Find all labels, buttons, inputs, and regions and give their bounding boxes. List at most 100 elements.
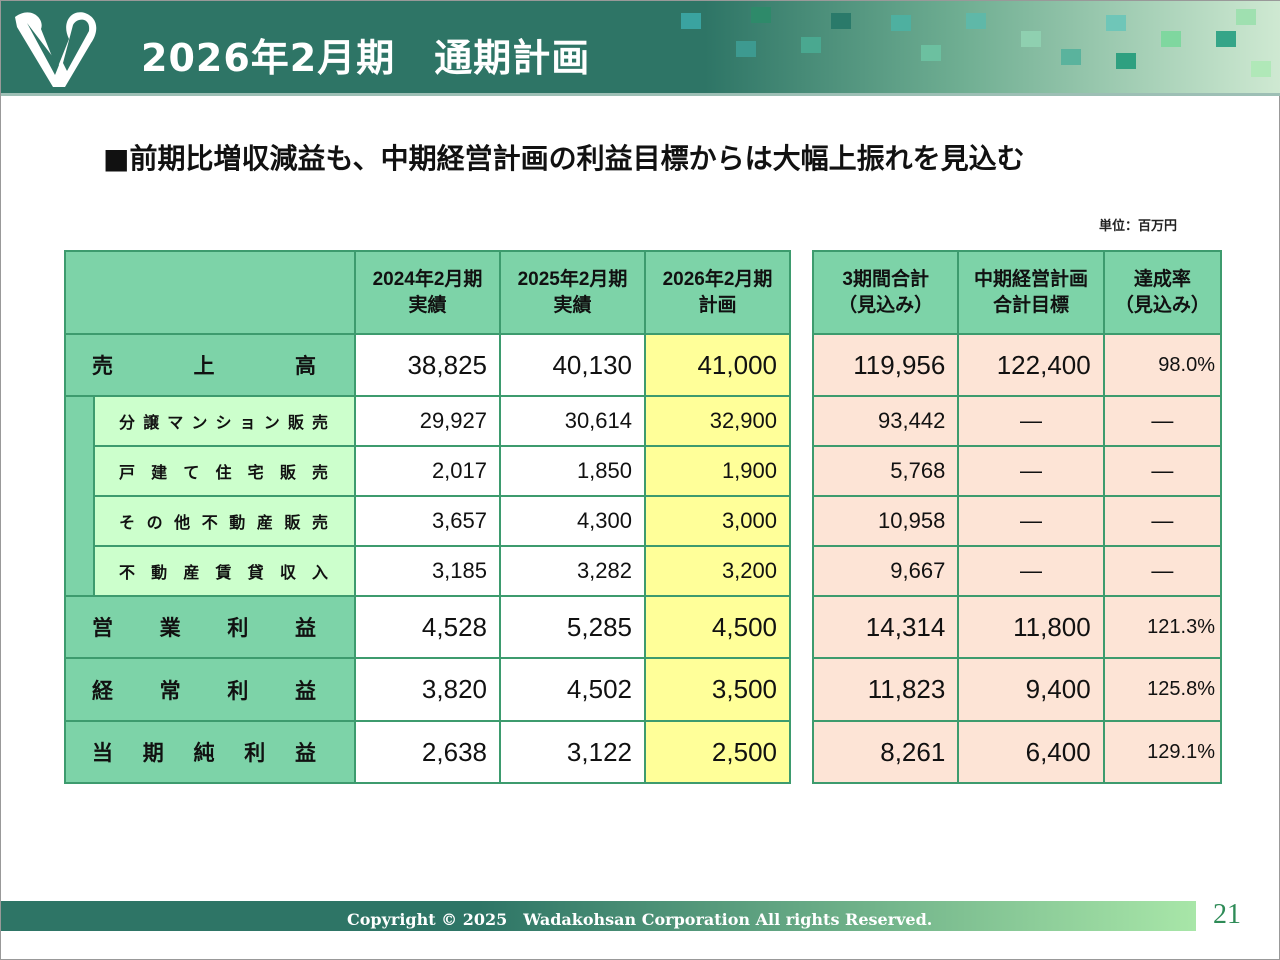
cell-value: 121.3%: [1102, 595, 1223, 659]
company-logo: [15, 12, 97, 87]
cell-value: 11,823: [811, 657, 960, 722]
cell-value: 125.8%: [1102, 657, 1223, 722]
column-header-line: （見込み）: [838, 294, 934, 316]
cell-value: 2,500: [644, 720, 791, 784]
column-header-line: （見込み）: [1114, 294, 1210, 316]
column-header-line: 中期経営計画: [974, 268, 1089, 290]
cell-value: 9,400: [957, 657, 1105, 722]
column-header-line: 実績: [408, 294, 447, 316]
cell-value: 3,000: [644, 495, 791, 547]
cell-value: ―: [1102, 395, 1223, 447]
indent-band: [64, 396, 95, 446]
column-header-line: 3期間合計: [842, 268, 929, 290]
cell-value: 6,400: [957, 720, 1105, 784]
table-row: その他不動産販売 3,657 4,300 3,000: [64, 495, 791, 547]
column-header: 2026年2月期 計画: [644, 250, 791, 335]
table-row: 119,956 122,400 98.0%: [811, 333, 1223, 397]
cell-value: 3,282: [499, 545, 646, 597]
cell-value: 5,285: [499, 595, 646, 659]
cell-value: 129.1%: [1102, 720, 1223, 784]
cell-value: 2,638: [354, 720, 501, 784]
table-row: 分譲マンション販売 29,927 30,614 32,900: [64, 395, 791, 447]
cell-value: 32,900: [644, 395, 791, 447]
cell-value: 4,500: [644, 595, 791, 659]
midterm-table: 3期間合計 （見込み） 中期経営計画 合計目標 達成率 （見込み） 119,956 122,4…: [811, 250, 1223, 784]
row-label: 不動産賃貸収入: [93, 545, 356, 597]
cell-value: 14,314: [811, 595, 960, 659]
cell-value: ―: [957, 395, 1105, 447]
cell-value: 5,768: [811, 445, 960, 497]
cell-value: 98.0%: [1102, 333, 1223, 397]
row-label: 経常利益: [64, 657, 356, 722]
cell-value: 30,614: [499, 395, 646, 447]
cell-value: 3,820: [354, 657, 501, 722]
row-label: その他不動産販売: [93, 495, 356, 547]
column-header-line: 実績: [553, 294, 592, 316]
cell-value: ―: [1102, 495, 1223, 547]
cell-value: ―: [957, 545, 1105, 597]
table-row: 経常利益 3,820 4,502 3,500: [64, 657, 791, 722]
cell-value: ―: [957, 495, 1105, 547]
column-header: 達成率 （見込み）: [1102, 250, 1223, 335]
column-header: 2024年2月期 実績: [354, 250, 501, 335]
row-label: 売上高: [64, 333, 356, 397]
page-number: 21: [1213, 899, 1241, 930]
table-row: 戸建て住宅販売 2,017 1,850 1,900: [64, 445, 791, 497]
table-row: 10,958 ― ―: [811, 495, 1223, 547]
cell-value: 40,130: [499, 333, 646, 397]
cell-value: 4,528: [354, 595, 501, 659]
cell-value: 4,300: [499, 495, 646, 547]
cell-value: 38,825: [354, 333, 501, 397]
column-header-line: 2026年2月期: [662, 268, 773, 290]
cell-value: 10,958: [811, 495, 960, 547]
row-label: 営業利益: [64, 595, 356, 659]
column-header: 中期経営計画 合計目標: [957, 250, 1105, 335]
cell-value: 9,667: [811, 545, 960, 597]
cell-value: ―: [1102, 445, 1223, 497]
cell-value: 11,800: [957, 595, 1105, 659]
cell-value: 3,500: [644, 657, 791, 722]
table-row: 当期純利益 2,638 3,122 2,500: [64, 720, 791, 784]
indent-band: [64, 446, 95, 496]
table-row: 不動産賃貸収入 3,185 3,282 3,200: [64, 545, 791, 597]
unit-label: 単位：百万円: [1099, 219, 1178, 234]
table-row: 営業利益 4,528 5,285 4,500: [64, 595, 791, 659]
cell-value: 41,000: [644, 333, 791, 397]
cell-value: 93,442: [811, 395, 960, 447]
page-title: 2026年2月期 通期計画: [141, 36, 591, 80]
cell-value: 3,657: [354, 495, 501, 547]
cell-value: 3,185: [354, 545, 501, 597]
cell-value: 1,850: [499, 445, 646, 497]
footer-bar: Copyright © 2025 Wadakohsan Corporation …: [1, 901, 1196, 931]
column-header-line: 2025年2月期: [517, 268, 628, 290]
cell-value: 8,261: [811, 720, 960, 784]
table-row: 93,442 ― ―: [811, 395, 1223, 447]
table-row: 9,667 ― ―: [811, 545, 1223, 597]
cell-value: 1,900: [644, 445, 791, 497]
copyright: Copyright © 2025 Wadakohsan Corporation …: [347, 910, 933, 929]
table-row: 14,314 11,800 121.3%: [811, 595, 1223, 659]
column-header-line: 計画: [698, 294, 737, 316]
column-header: 2025年2月期 実績: [499, 250, 646, 335]
column-header-line: 2024年2月期: [372, 268, 483, 290]
cell-value: 119,956: [811, 333, 960, 397]
column-header: 3期間合計 （見込み）: [811, 250, 960, 335]
row-label: 戸建て住宅販売: [93, 445, 356, 497]
table-row: 8,261 6,400 129.1%: [811, 720, 1223, 784]
cell-value: 29,927: [354, 395, 501, 447]
cell-value: 122,400: [957, 333, 1105, 397]
cell-value: 2,017: [354, 445, 501, 497]
cell-value: ―: [957, 445, 1105, 497]
cell-value: 3,200: [644, 545, 791, 597]
row-label: 分譲マンション販売: [93, 395, 356, 447]
results-table: 2024年2月期 実績 2025年2月期 実績 2026年2月期 計画 売上高 38,825 4…: [64, 250, 791, 784]
cell-value: 3,122: [499, 720, 646, 784]
subtitle: ■前期比増収減益も、中期経営計画の利益目標からは大幅上振れを見込む: [103, 142, 1025, 175]
table-row: 5,768 ― ―: [811, 445, 1223, 497]
indent-band: [64, 496, 95, 546]
column-header-line: 達成率: [1133, 268, 1191, 290]
cell-value: 4,502: [499, 657, 646, 722]
header-corner: [64, 250, 356, 335]
table-row: 11,823 9,400 125.8%: [811, 657, 1223, 722]
header-bar: 2026年2月期 通期計画: [1, 1, 1280, 96]
